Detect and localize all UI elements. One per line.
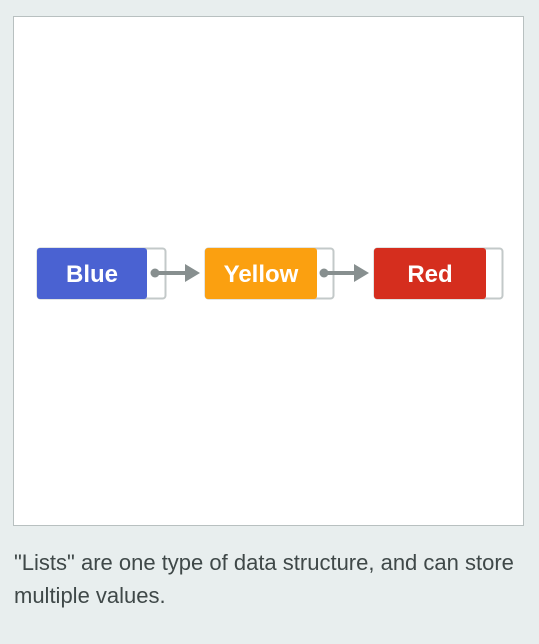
list-node-yellow-label: Yellow: [224, 261, 299, 288]
list-node-red: Red: [373, 247, 504, 300]
pointer-arrow-2: [319, 264, 369, 282]
pointer-arrow-1-head: [185, 264, 200, 282]
list-node-red-value-box: [374, 248, 486, 299]
list-node-blue-value-box: [37, 248, 147, 299]
list-node-yellow-value-box: [205, 248, 317, 299]
list-node-blue-label: Blue: [66, 261, 118, 288]
pointer-arrow-1: [150, 264, 200, 282]
list-node-yellow: Yellow: [204, 247, 335, 300]
list-node-blue: Blue: [36, 247, 167, 300]
linked-list-diagram: Blue Yellow: [36, 247, 504, 300]
figure-caption: "Lists" are one type of data structure, …: [14, 550, 514, 608]
pointer-arrow-2-head: [354, 264, 369, 282]
list-node-red-label: Red: [407, 261, 452, 288]
linked-list-figure: Blue Yellow: [13, 16, 524, 526]
